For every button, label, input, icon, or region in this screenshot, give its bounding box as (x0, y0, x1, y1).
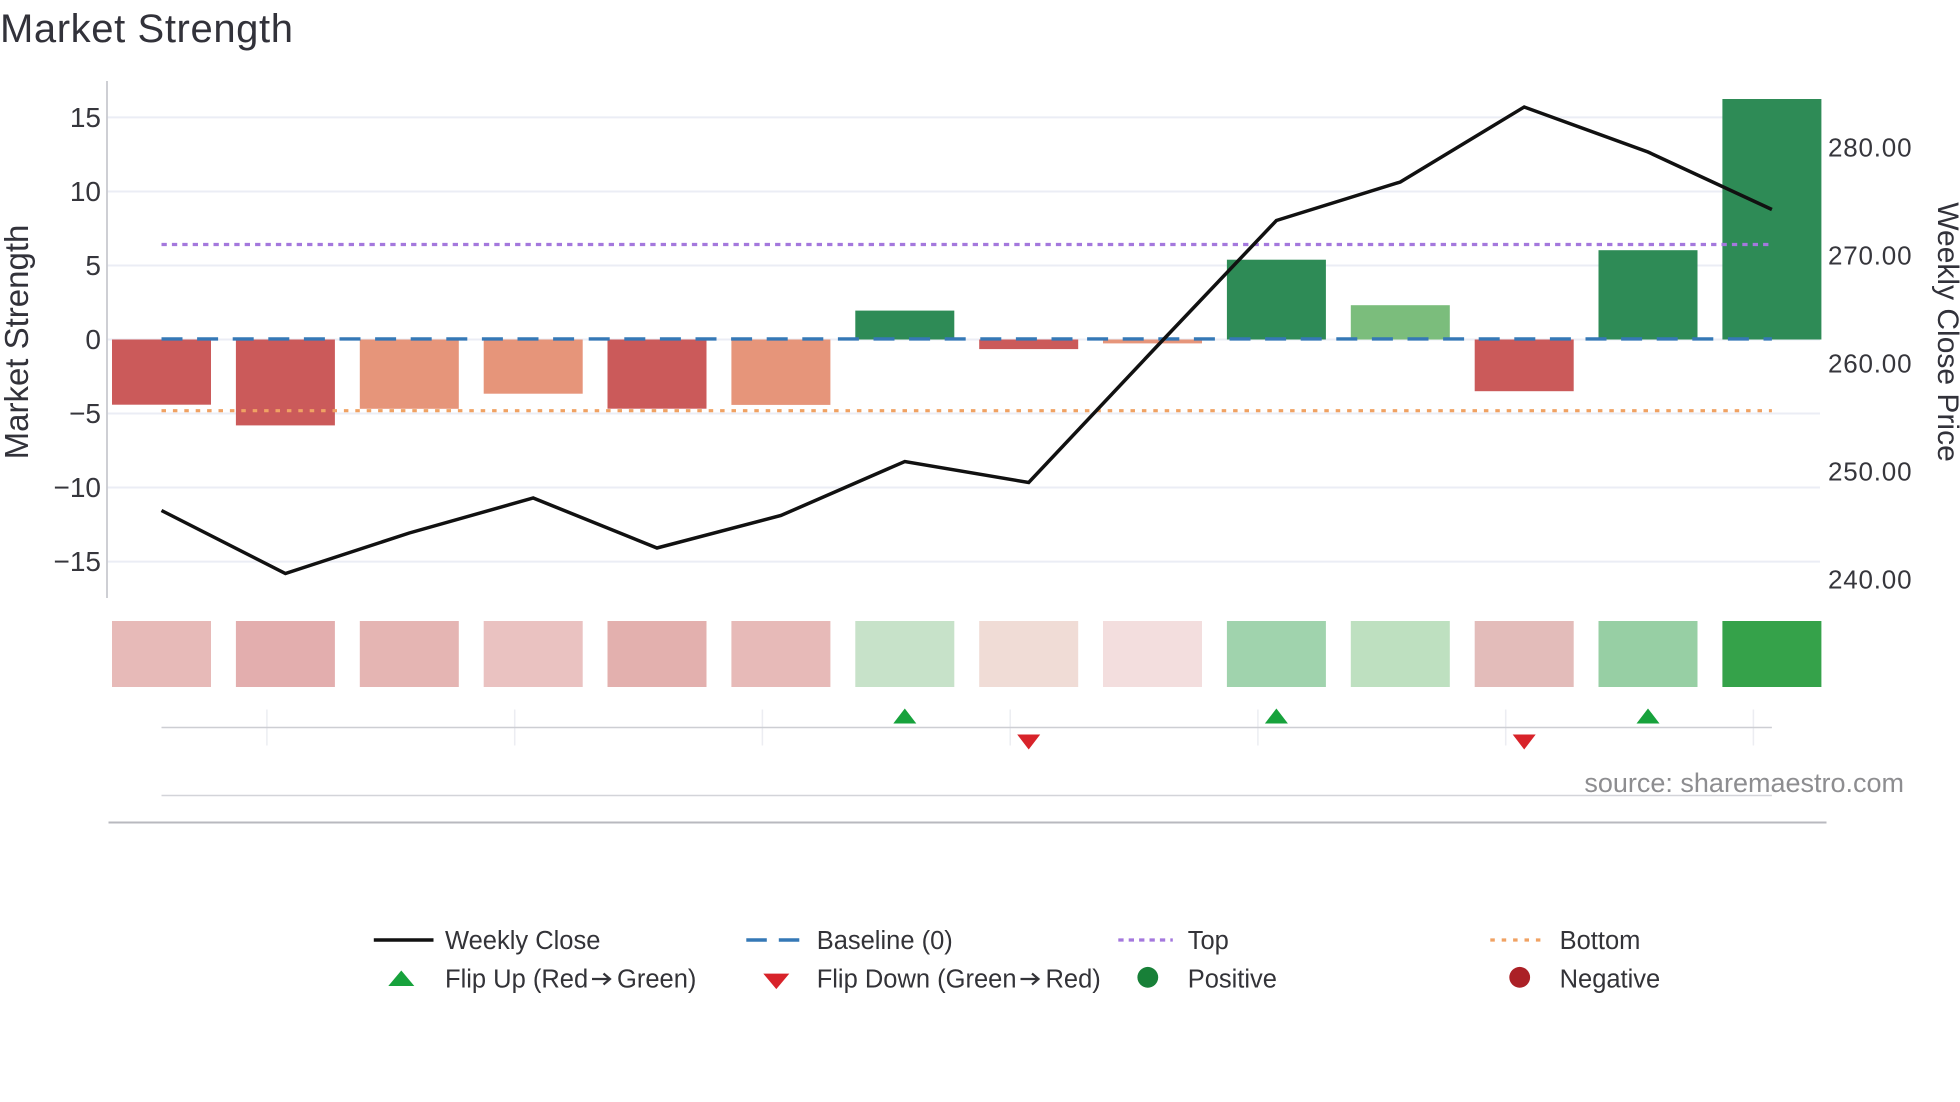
svg-text:Baseline (0): Baseline (0) (817, 927, 953, 955)
svg-text:0: 0 (85, 324, 101, 355)
svg-text:Green): Green) (617, 965, 696, 993)
svg-text:260.00: 260.00 (1828, 348, 1912, 378)
svg-text:15: 15 (70, 102, 101, 133)
svg-text:−15: −15 (54, 546, 102, 577)
svg-text:Flip Up (Red: Flip Up (Red (445, 965, 588, 993)
svg-text:Positive: Positive (1188, 965, 1277, 993)
svg-text:Market Strength: Market Strength (0, 7, 294, 51)
svg-text:source: sharemaestro.com: source: sharemaestro.com (1584, 768, 1904, 798)
svg-text:240.00: 240.00 (1828, 564, 1912, 594)
svg-text:5: 5 (85, 250, 101, 281)
svg-text:Market Strength: Market Strength (0, 225, 35, 460)
svg-text:−5: −5 (69, 398, 101, 429)
svg-text:Weekly Close: Weekly Close (445, 927, 600, 955)
svg-text:280.00: 280.00 (1828, 132, 1912, 162)
svg-text:−10: −10 (54, 472, 102, 503)
svg-text:10: 10 (70, 176, 101, 207)
svg-text:Flip Down (Green: Flip Down (Green (817, 965, 1017, 993)
svg-text:Weekly Close Price: Weekly Close Price (1931, 202, 1960, 462)
svg-text:250.00: 250.00 (1828, 456, 1912, 486)
svg-text:Red): Red) (1046, 965, 1101, 993)
svg-text:Negative: Negative (1560, 965, 1661, 993)
svg-text:270.00: 270.00 (1828, 240, 1912, 270)
svg-text:Bottom: Bottom (1560, 927, 1641, 955)
svg-text:Top: Top (1188, 927, 1229, 955)
